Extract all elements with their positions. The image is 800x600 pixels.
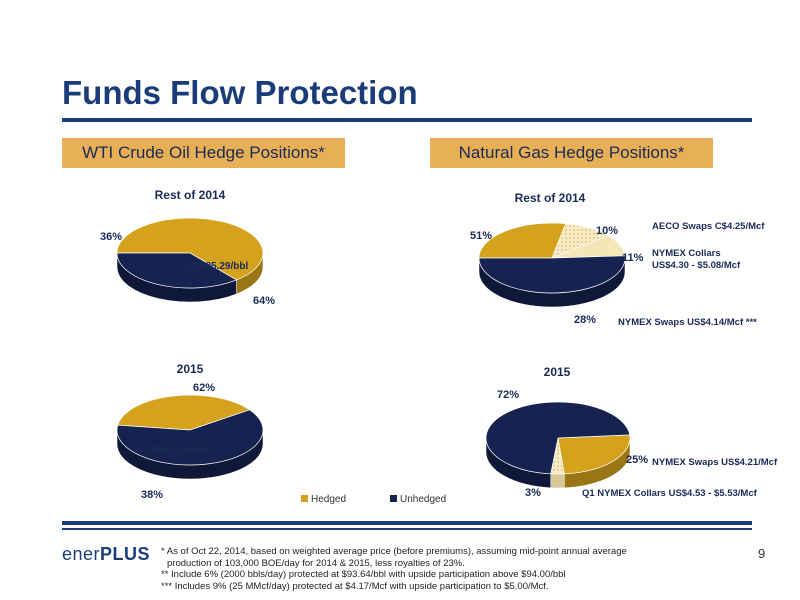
oil-2015-hedged-label: 38% xyxy=(141,489,163,501)
page-title: Funds Flow Protection xyxy=(62,74,418,111)
footnotes: * As of Oct 22, 2014, based on weighted … xyxy=(161,546,721,592)
gas-2015-chart-title: 2015 xyxy=(544,365,571,379)
gas-2014-swaps-slice xyxy=(478,222,567,259)
gas-2015-swaps-pct: 25% xyxy=(626,454,648,466)
legend-unhedged-label: Unhedged xyxy=(400,494,446,505)
gas-2014-unhedged-slice xyxy=(478,255,626,294)
gas-2014-chart-title: Rest of 2014 xyxy=(515,191,586,205)
footer-divider-thin xyxy=(62,528,752,530)
oil-section-header: WTI Crude Oil Hedge Positions* xyxy=(62,138,345,168)
page-number: 9 xyxy=(758,546,766,561)
oil-2014-unhedged-label: 36% xyxy=(100,231,122,243)
gas-section-header: Natural Gas Hedge Positions* xyxy=(430,138,713,168)
oil-2015-hedged-slice xyxy=(117,394,251,431)
gas-2014-collars-desc-2: US$4.30 - $5.08/Mcf xyxy=(652,260,741,271)
gas-2015-collars-pct: 3% xyxy=(525,487,541,499)
footnote-line: *** Includes 9% (25 MMcf/day) protected … xyxy=(161,580,549,592)
gas-2015-unhedged-slice xyxy=(485,401,631,475)
legend-hedged-swatch xyxy=(301,495,308,502)
oil-2015-pie xyxy=(116,394,264,480)
gas-2014-swaps-desc: NYMEX Swaps US$4.14/Mcf *** xyxy=(618,317,757,328)
gas-2014-pie xyxy=(478,222,626,308)
gas-2015-unhedged-label: 72% xyxy=(497,389,519,401)
gas-2014-collars-desc-1: NYMEX Collars xyxy=(652,248,721,259)
oil-2015-unhedged-slice xyxy=(116,409,264,466)
legend-hedged-label: Hedged xyxy=(311,494,346,505)
gas-2014-aeco-desc: AECO Swaps C$4.25/Mcf xyxy=(652,221,765,232)
oil-2015-price-annotation: US$93.68/bbl ** xyxy=(147,445,220,456)
gas-2015-swaps-slice xyxy=(557,434,631,475)
gas-2014-aeco-pct: 10% xyxy=(596,225,618,237)
footnote-line: production of 103,000 BOE/day for 2014 &… xyxy=(167,557,465,569)
oil-2014-hedged-label: 64% xyxy=(253,295,275,307)
gas-2014-unhedged-label: 51% xyxy=(470,230,492,242)
oil-2014-unhedged-slice xyxy=(116,252,238,289)
oil-2014-chart-title: Rest of 2014 xyxy=(155,188,226,202)
hedge-charts: Rest of 2014 2015 Rest of 2014 2015 36% … xyxy=(100,188,778,505)
footnote-line: * As of Oct 22, 2014, based on weighted … xyxy=(161,546,627,557)
gas-2014-swaps-pct: 28% xyxy=(574,314,596,326)
gas-2015-pie xyxy=(485,401,631,489)
enerplus-logo: enerPLUS xyxy=(62,544,151,564)
oil-2014-pie xyxy=(116,217,264,303)
footer-divider-thick xyxy=(62,521,752,525)
gas-2015-collars-slice-side xyxy=(550,473,565,489)
oil-2015-unhedged-label: 62% xyxy=(193,382,215,394)
footnote-line: ** Include 6% (2000 bbls/day) protected … xyxy=(161,569,566,580)
oil-2015-chart-title: 2015 xyxy=(177,362,204,376)
title-divider xyxy=(62,118,752,122)
oil-2014-hedged-slice xyxy=(116,217,264,281)
oil-2014-price-annotation: US$95.29/bbl xyxy=(186,261,248,272)
gas-2014-collars-pct: 11% xyxy=(622,252,644,264)
gas-2015-q1-collars-desc: Q1 NYMEX Collars US$4.53 - $5.53/Mcf xyxy=(582,488,758,499)
gas-2015-swaps-desc: NYMEX Swaps US$4.21/Mcf xyxy=(652,457,778,468)
legend-unhedged-swatch xyxy=(390,495,397,502)
